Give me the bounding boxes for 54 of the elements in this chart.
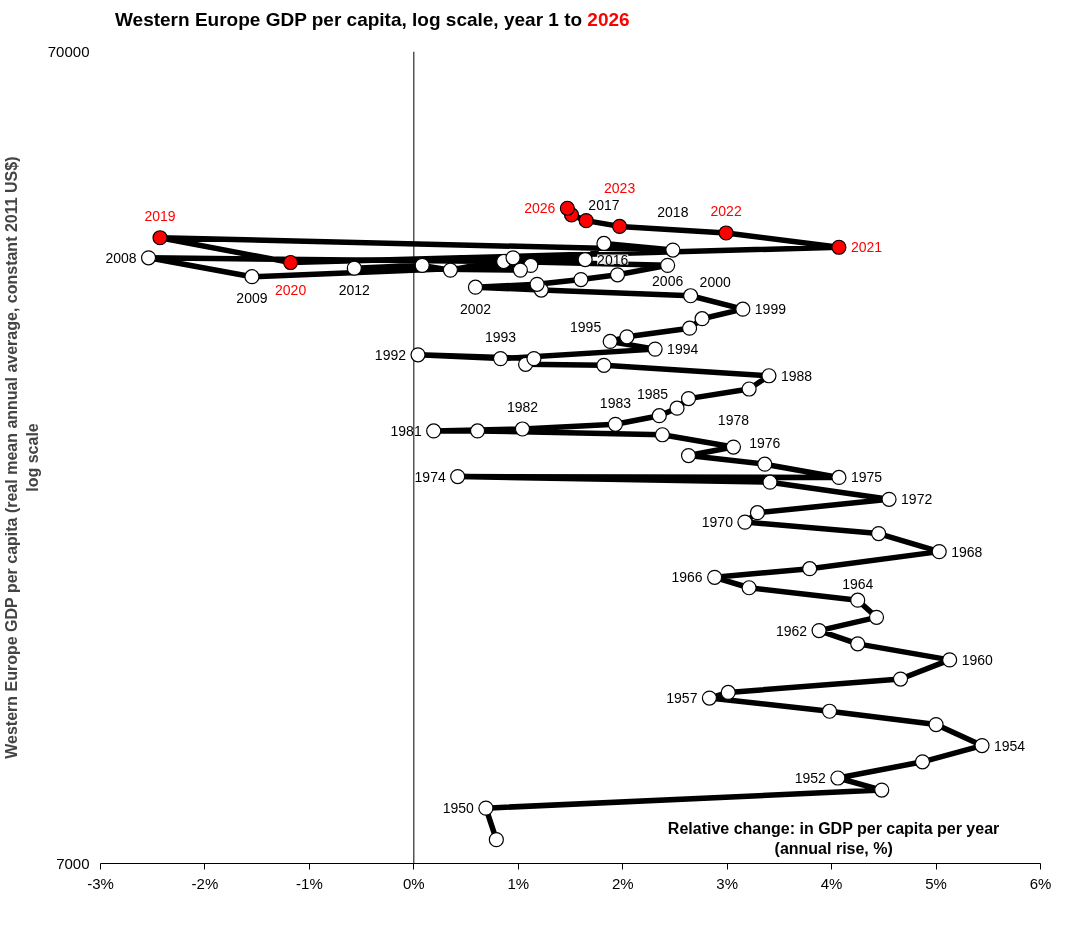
annotation: 1954	[994, 737, 1026, 754]
annotation: 1978	[717, 412, 750, 429]
x-tick-label: 0%	[402, 874, 425, 892]
x-tick-label: -2%	[191, 874, 219, 892]
annotation: 2002	[459, 300, 492, 317]
x-tick-label: 4%	[820, 874, 843, 892]
annotation: 1988	[780, 367, 813, 384]
annotation: 2019	[144, 208, 176, 225]
annotation: 2022	[710, 203, 742, 220]
annotation: 2026	[524, 200, 556, 217]
x-tick-label: -1%	[296, 874, 323, 892]
annotation: 1950	[442, 800, 475, 817]
annotation: 1960	[961, 651, 993, 668]
annotation: 2009	[236, 290, 268, 307]
annotation: 2000	[699, 273, 731, 290]
annotation: 1999	[754, 301, 787, 318]
annotation: 1985	[636, 386, 669, 403]
x-tick-label: 2%	[611, 874, 634, 892]
x-axis-title: Relative change: in GDP per capita per year (annual rise, %)	[667, 820, 1000, 858]
y-tick-label: 7000	[56, 854, 90, 872]
chart-title: Western Europe GDP per capita, log scale, year 1 to 2026	[115, 8, 630, 32]
annotation: 2016	[597, 251, 629, 268]
annotation: 2020	[275, 281, 307, 298]
annotation: 2006	[652, 273, 684, 290]
annotation: 1964	[842, 576, 874, 593]
x-tick-label: 1%	[507, 874, 530, 892]
annotation: 1975	[850, 469, 883, 486]
annotation: 2017	[588, 197, 620, 214]
annotation: 1995	[570, 319, 602, 336]
x-tick-label: 3%	[716, 874, 739, 892]
annotation: 1983	[599, 394, 632, 411]
annotation: 1970	[701, 514, 734, 531]
y-axis-title: Western Europe GDP per capita (real mean annual average, constant 2011 US$) log scale	[3, 156, 41, 759]
x-tick-label: 5%	[925, 874, 947, 892]
annotation: 1968	[951, 543, 983, 560]
annotation: 1957	[666, 690, 698, 707]
annotation: 1972	[901, 491, 933, 508]
annotation: 2021	[850, 239, 883, 256]
annotation: 1992	[374, 346, 407, 363]
annotation: 1974	[414, 468, 446, 485]
y-tick-label: 70000	[47, 42, 90, 60]
x-tick-label: 6%	[1029, 874, 1052, 892]
annotation: 1962	[775, 622, 808, 639]
annotation: 2018	[657, 204, 689, 221]
annotation: 2008	[105, 249, 137, 266]
annotation: 1966	[671, 569, 703, 586]
annotation: 1993	[484, 329, 517, 346]
annotation: 1994	[667, 341, 699, 358]
annotation: 1952	[794, 770, 827, 787]
annotation: 2012	[338, 281, 371, 298]
x-tick-label: -3%	[87, 874, 114, 892]
annotation: 1982	[506, 399, 539, 416]
annotation: 2023	[604, 180, 636, 197]
annotation: 1976	[749, 434, 781, 451]
